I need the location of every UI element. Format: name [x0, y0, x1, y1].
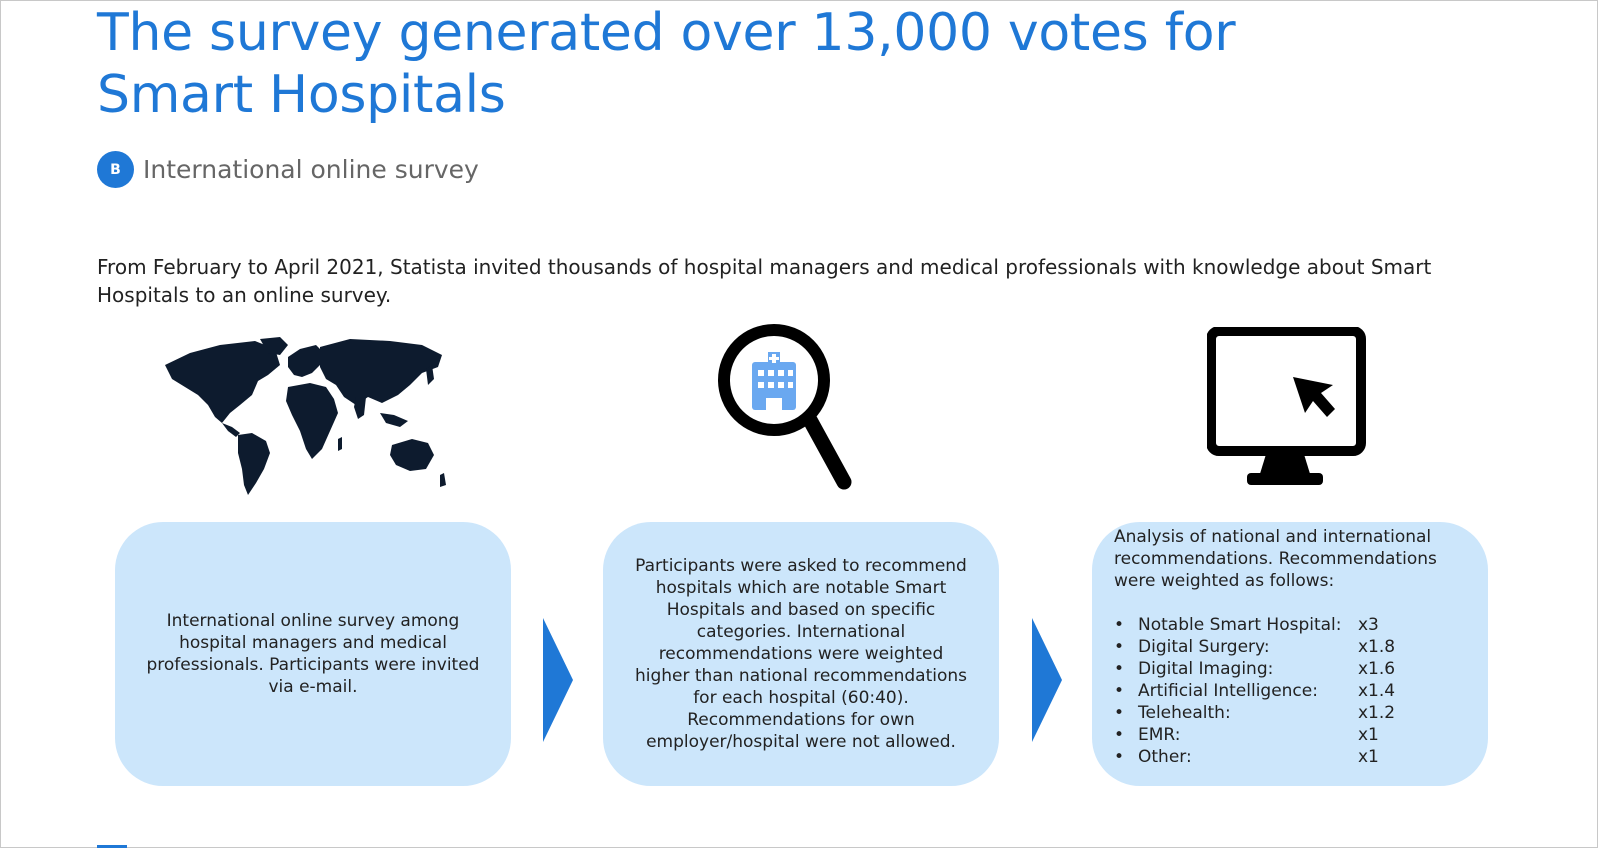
list-item: • EMR: x1 — [1114, 725, 1379, 745]
list-item: • Other: x1 — [1114, 747, 1379, 767]
world-map-icon — [165, 337, 446, 495]
list-item: • Telehealth: x1.2 — [1114, 703, 1396, 723]
step-box-1: International online survey among hospit… — [115, 522, 511, 786]
hospital-building-icon — [752, 352, 796, 410]
list-item: • Notable Smart Hospital: x3 — [1114, 615, 1379, 635]
step-3-intro: Analysis of national and international r… — [1114, 527, 1437, 591]
chevron-right-icon — [543, 618, 573, 742]
step-box-3: Analysis of national and international r… — [1092, 522, 1488, 786]
hospital-magnifier-icon — [718, 324, 852, 490]
step-2-text: Participants were asked to recommend hos… — [634, 556, 968, 752]
monitor-cursor-icon — [1207, 327, 1366, 485]
weights-list: • Notable Smart Hospital: x3 • Digital Surg… — [1114, 614, 1468, 768]
list-item: • Digital Surgery: x1.8 — [1114, 637, 1396, 657]
section-subtitle: International online survey — [143, 155, 479, 184]
step-1-text: International online survey among hospit… — [146, 611, 480, 697]
page-footer-mark — [97, 845, 127, 848]
chevron-right-icon — [1032, 618, 1062, 742]
section-heading: B International online survey — [97, 151, 479, 188]
list-item: • Artificial Intelligence: x1.4 — [1114, 681, 1396, 701]
step-box-2: Participants were asked to recommend hos… — [603, 522, 999, 786]
list-item: • Digital Imaging: x1.6 — [1114, 659, 1396, 679]
section-badge: B — [97, 151, 134, 188]
page-title: The survey generated over 13,000 votes f… — [97, 3, 1236, 125]
intro-paragraph: From February to April 2021, Statista in… — [97, 255, 1432, 307]
